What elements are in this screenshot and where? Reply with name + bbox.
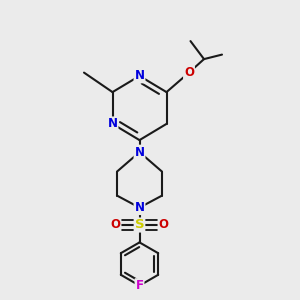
Text: F: F (136, 279, 143, 292)
Text: O: O (184, 66, 194, 79)
Text: N: N (134, 69, 145, 82)
Text: O: O (110, 218, 121, 232)
Text: N: N (134, 146, 145, 159)
Text: N: N (134, 201, 145, 214)
Text: N: N (107, 117, 118, 130)
Text: S: S (135, 218, 144, 232)
Text: O: O (158, 218, 169, 232)
